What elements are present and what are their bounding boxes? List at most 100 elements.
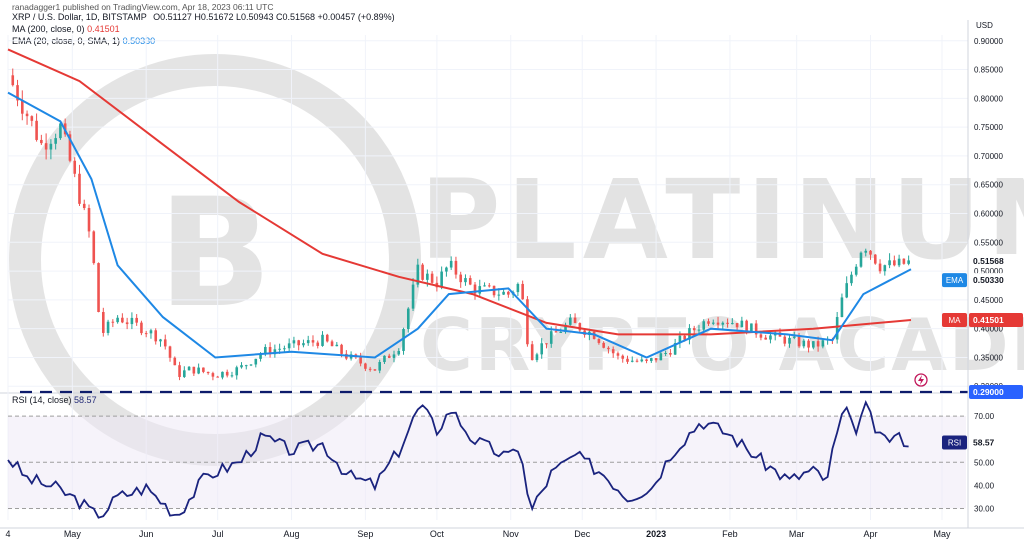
candle-body [44, 143, 48, 150]
candle-body [821, 340, 825, 347]
candle-body [621, 355, 625, 359]
support-tag-text: 0.29000 [973, 387, 1004, 397]
candle-body [497, 294, 501, 296]
ema-tag-box [969, 273, 1023, 288]
candle-body [788, 337, 791, 344]
rsi-tick-label: 50.00 [974, 458, 995, 467]
candle-body [159, 339, 162, 342]
candle-body [283, 348, 286, 350]
candle-body [635, 360, 639, 362]
candle-body [883, 265, 887, 272]
price-tick-label: 0.35000 [974, 353, 1003, 362]
candle-body [378, 362, 381, 371]
candle-body [292, 340, 296, 344]
candle-body [82, 203, 86, 209]
candle-body [554, 331, 558, 333]
rsi-tag-side-box [942, 435, 967, 450]
price-tick-label: 0.60000 [974, 210, 1003, 219]
axes: USD 0.90000 0.85000 0.80000 0.75000 0.70000 0.… [0, 20, 1024, 539]
candle-body [321, 334, 324, 346]
price-tag-box [969, 254, 1023, 269]
time-tick-label: May [933, 529, 951, 539]
ma-200-line [7, 48, 912, 336]
candle-body [97, 263, 100, 313]
candle-body [311, 340, 315, 343]
candle-body [783, 336, 787, 344]
candle-body [297, 340, 300, 346]
candle-body [430, 273, 434, 283]
candle-body [535, 354, 539, 361]
candle-body [244, 365, 248, 367]
candle-body [225, 371, 229, 376]
candle-body [869, 250, 872, 255]
candle-body [673, 343, 677, 355]
candle-body [373, 369, 377, 371]
candle-body [144, 333, 148, 335]
price-tick-label: 0.55000 [974, 238, 1003, 247]
candle-body [812, 341, 815, 348]
published-line: ranadagger1 published on TradingView.com… [12, 2, 274, 12]
candle-body [416, 264, 420, 285]
candle-body [797, 336, 801, 347]
rsi-bands [8, 415, 966, 509]
candle-body [611, 349, 615, 354]
bolt-icon[interactable] [914, 373, 928, 387]
candle-body [473, 284, 477, 294]
candle-body [302, 343, 305, 346]
candle-body [549, 331, 553, 344]
candle-body [406, 308, 410, 330]
ma-legend[interactable]: MA (200, close, 0) 0.41501 [12, 24, 120, 34]
time-tick-label: Jun [139, 529, 154, 539]
candle-body [426, 273, 429, 280]
rsi-tag-side-text: RSI [948, 439, 961, 448]
candle-body [731, 323, 734, 325]
candle-body [287, 343, 291, 349]
candle-body [559, 331, 563, 333]
candle-body [140, 322, 143, 334]
ema-tag-side-box [942, 273, 967, 288]
candle-body [835, 317, 839, 340]
candle-body [25, 113, 29, 117]
rsi-tag-box [969, 435, 1023, 450]
candle-body [154, 330, 158, 342]
candle-body [187, 366, 191, 371]
ema-tag-text: 0.50330 [973, 275, 1004, 285]
price-tags: 0.51568 0.50330 EMA 0.41501 MA 0.29000 58.57 RS… [942, 254, 1023, 450]
candle-body [669, 353, 672, 355]
candle-body [545, 343, 548, 345]
candle-body [449, 260, 453, 268]
candle-body [754, 323, 758, 335]
candle-body [854, 266, 858, 275]
candle-body [893, 260, 896, 266]
candle-body [402, 329, 405, 351]
rsi-legend-value: 58.57 [74, 395, 97, 405]
candle-body [411, 284, 415, 309]
candle-body [11, 75, 15, 86]
ma-tag-text: 0.41501 [973, 315, 1004, 325]
candle-body [130, 317, 134, 325]
candle-body [235, 367, 239, 376]
candle-body [106, 321, 110, 333]
candle-body [659, 353, 663, 361]
candle-body [702, 321, 706, 330]
rsi-line [7, 399, 909, 519]
time-tick-label: 4 [5, 529, 10, 539]
candle-body [483, 285, 486, 287]
candle-body [569, 317, 572, 325]
candle-body [202, 367, 205, 372]
candle-body [459, 274, 463, 283]
support-tag-box [969, 385, 1023, 399]
rsi-legend[interactable]: RSI (14, close) 58.57 [12, 395, 97, 405]
candle-body [464, 278, 467, 283]
time-tick-label: May [64, 529, 82, 539]
candle-body [735, 323, 739, 328]
time-tick-label: Apr [864, 529, 878, 539]
candle-body [907, 260, 910, 264]
candle-body [740, 320, 744, 328]
ema-tag-side-text: EMA [946, 276, 964, 285]
candle-body [116, 317, 119, 323]
ohlc-values: O0.51127 H0.51672 L0.50943 C0.51568 +0.0… [153, 12, 395, 22]
candle-body [654, 358, 658, 361]
candle-body [178, 365, 181, 377]
